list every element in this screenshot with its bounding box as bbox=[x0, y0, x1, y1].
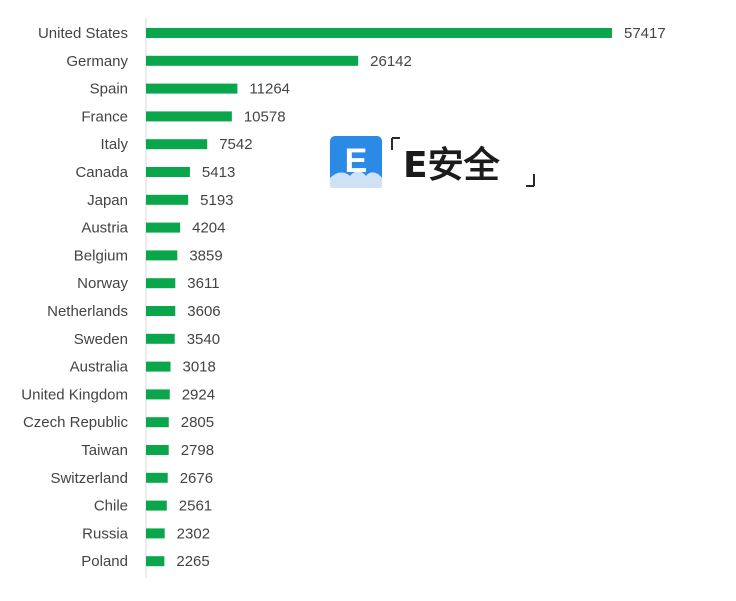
bar bbox=[146, 139, 208, 150]
bar bbox=[146, 556, 165, 567]
data-label: 2676 bbox=[180, 470, 213, 487]
data-label: 3018 bbox=[182, 359, 215, 376]
data-label: 3540 bbox=[187, 331, 220, 348]
y-tick-label: Switzerland bbox=[50, 470, 128, 487]
bar bbox=[146, 500, 167, 511]
bar bbox=[146, 111, 232, 122]
bar bbox=[146, 445, 169, 455]
y-tick-label: Germany bbox=[66, 53, 128, 70]
y-tick-label: Canada bbox=[75, 164, 128, 181]
data-label: 2805 bbox=[181, 414, 214, 431]
bar bbox=[146, 389, 170, 400]
y-tick-label: Japan bbox=[87, 192, 128, 209]
y-tick-label: Austria bbox=[81, 220, 128, 237]
data-label: 10578 bbox=[244, 108, 286, 125]
data-label: 2924 bbox=[182, 386, 215, 403]
data-label: 3606 bbox=[187, 303, 220, 320]
bar bbox=[146, 28, 612, 38]
data-label: 2265 bbox=[176, 553, 209, 570]
logo-text: E安全 bbox=[403, 144, 501, 186]
y-tick-label: Czech Republic bbox=[23, 414, 129, 431]
bar bbox=[146, 194, 189, 205]
watermark-logo: E E安全 bbox=[328, 132, 542, 192]
bar bbox=[146, 250, 178, 261]
bar bbox=[146, 361, 171, 372]
data-label: 2302 bbox=[177, 525, 210, 542]
logo-cloud-icon bbox=[330, 171, 382, 188]
watermark-logo-graphic: E E安全 bbox=[330, 136, 535, 188]
data-label: 4204 bbox=[192, 220, 225, 237]
data-label: 2798 bbox=[181, 442, 214, 459]
data-label: 5413 bbox=[202, 164, 235, 181]
logo-icon-letter: E bbox=[345, 142, 368, 180]
logo-left-bracket bbox=[391, 137, 400, 150]
bar bbox=[146, 83, 238, 94]
bar bbox=[146, 528, 165, 539]
data-label: 26142 bbox=[370, 53, 412, 70]
bar bbox=[146, 417, 169, 428]
y-tick-label: Italy bbox=[100, 136, 128, 153]
data-label: 57417 bbox=[624, 25, 666, 42]
bar bbox=[146, 222, 181, 233]
bar bbox=[146, 333, 175, 344]
y-tick-label: Taiwan bbox=[81, 442, 128, 459]
bar bbox=[146, 306, 176, 316]
y-tick-label: United Kingdom bbox=[21, 386, 128, 403]
y-tick-label: Sweden bbox=[74, 331, 128, 348]
data-label: 2561 bbox=[179, 498, 212, 515]
bar bbox=[146, 55, 359, 66]
y-tick-label: Chile bbox=[94, 498, 128, 515]
data-label: 3611 bbox=[187, 275, 219, 292]
logo-right-bracket bbox=[526, 174, 535, 187]
y-tick-label: Norway bbox=[77, 275, 128, 292]
y-tick-label: Poland bbox=[81, 553, 128, 570]
y-tick-label: Belgium bbox=[74, 247, 128, 264]
data-label: 7542 bbox=[219, 136, 252, 153]
y-tick-label: Netherlands bbox=[47, 303, 128, 320]
data-label: 3859 bbox=[189, 247, 222, 264]
bar bbox=[146, 278, 176, 289]
data-label: 11264 bbox=[249, 81, 290, 98]
y-tick-label: Australia bbox=[70, 359, 129, 376]
data-label: 5193 bbox=[200, 192, 233, 209]
bar bbox=[146, 167, 190, 177]
y-tick-label: Russia bbox=[82, 525, 129, 542]
y-tick-label: United States bbox=[38, 25, 128, 42]
y-tick-label: France bbox=[81, 108, 128, 125]
y-tick-label: Spain bbox=[90, 81, 128, 98]
bar bbox=[146, 472, 168, 483]
